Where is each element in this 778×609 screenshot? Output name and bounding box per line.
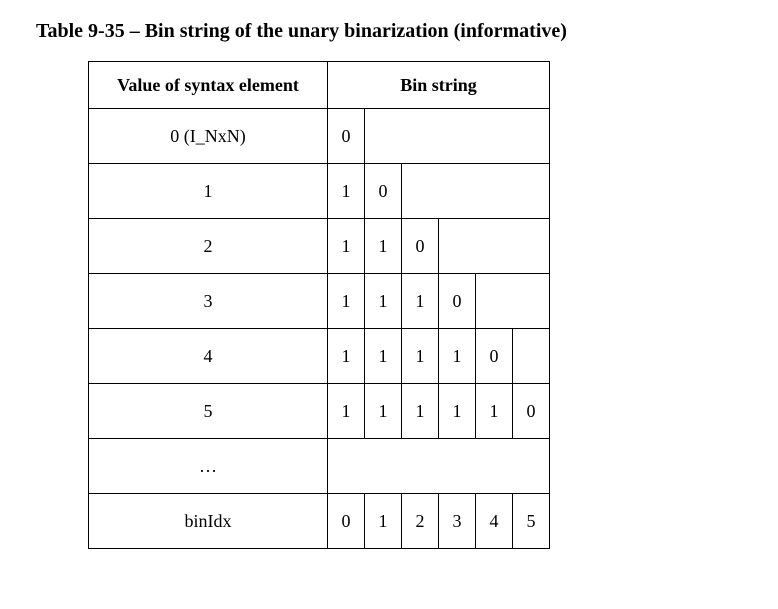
bin-cell: [513, 164, 550, 219]
bin-cell: 0: [476, 329, 513, 384]
bin-cell: 1: [328, 329, 365, 384]
row-label: …: [89, 439, 328, 494]
table-row: 2110: [89, 219, 550, 274]
bin-cell: 1: [476, 384, 513, 439]
row-label: 1: [89, 164, 328, 219]
bin-cell: 1: [328, 164, 365, 219]
table-row: 31110: [89, 274, 550, 329]
bin-cell: 5: [513, 494, 550, 549]
binarization-table: Value of syntax element Bin string 0 (I_…: [88, 61, 550, 549]
bin-cell: 0: [513, 384, 550, 439]
table-row: 0 (I_NxN)0: [89, 109, 550, 164]
bin-cell: 1: [365, 494, 402, 549]
table-row: 411110: [89, 329, 550, 384]
table-row: binIdx012345: [89, 494, 550, 549]
table-body: 0 (I_NxN)01102110311104111105111110…binI…: [89, 109, 550, 549]
bin-cell: 0: [439, 274, 476, 329]
bin-cell: [476, 274, 513, 329]
table-row: 5111110: [89, 384, 550, 439]
table-header-row: Value of syntax element Bin string: [89, 62, 550, 109]
bin-cell: [439, 109, 476, 164]
bin-cell: [513, 109, 550, 164]
row-label: 2: [89, 219, 328, 274]
bin-cell: 1: [365, 219, 402, 274]
bin-cell: [439, 164, 476, 219]
bin-cell: [402, 439, 439, 494]
bin-cell: 2: [402, 494, 439, 549]
row-label: 5: [89, 384, 328, 439]
row-label: binIdx: [89, 494, 328, 549]
bin-cell: 1: [365, 329, 402, 384]
row-label: 3: [89, 274, 328, 329]
bin-cell: [439, 439, 476, 494]
bin-cell: 3: [439, 494, 476, 549]
bin-cell: 1: [365, 384, 402, 439]
bin-cell: 1: [328, 274, 365, 329]
bin-cell: [365, 109, 402, 164]
row-label: 0 (I_NxN): [89, 109, 328, 164]
bin-cell: [439, 219, 476, 274]
bin-cell: 1: [439, 329, 476, 384]
bin-cell: 1: [402, 274, 439, 329]
table-row: …: [89, 439, 550, 494]
bin-cell: [328, 439, 365, 494]
bin-cell: 0: [328, 494, 365, 549]
bin-cell: 1: [402, 384, 439, 439]
bin-cell: [402, 109, 439, 164]
bin-cell: 1: [439, 384, 476, 439]
bin-cell: [365, 439, 402, 494]
bin-cell: [402, 164, 439, 219]
bin-cell: [513, 439, 550, 494]
bin-cell: 1: [328, 219, 365, 274]
bin-cell: 1: [328, 384, 365, 439]
header-value-of-syntax-element: Value of syntax element: [89, 62, 328, 109]
table-caption: Table 9-35 – Bin string of the unary bin…: [36, 20, 742, 43]
bin-cell: 4: [476, 494, 513, 549]
table-row: 110: [89, 164, 550, 219]
bin-cell: 1: [365, 274, 402, 329]
header-bin-string: Bin string: [328, 62, 550, 109]
bin-cell: 0: [402, 219, 439, 274]
bin-cell: [476, 439, 513, 494]
bin-cell: 1: [402, 329, 439, 384]
bin-cell: [513, 329, 550, 384]
bin-cell: [476, 164, 513, 219]
row-label: 4: [89, 329, 328, 384]
bin-cell: [513, 219, 550, 274]
bin-cell: 0: [365, 164, 402, 219]
bin-cell: [476, 219, 513, 274]
bin-cell: [513, 274, 550, 329]
bin-cell: [476, 109, 513, 164]
bin-cell: 0: [328, 109, 365, 164]
